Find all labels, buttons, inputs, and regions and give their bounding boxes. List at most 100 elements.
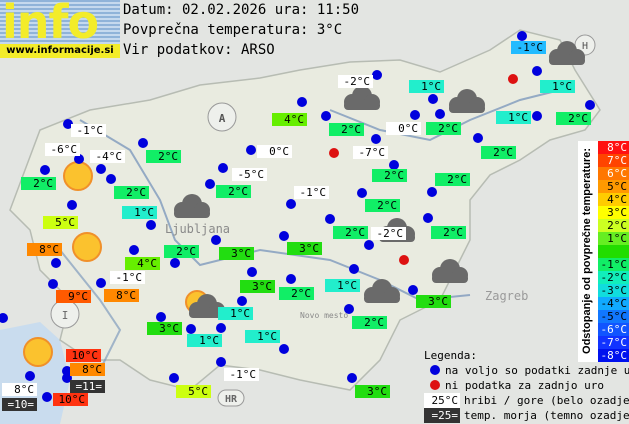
temperature-label[interactable]: 2°C bbox=[21, 177, 56, 190]
station-dot[interactable] bbox=[423, 213, 433, 223]
station-dot[interactable] bbox=[216, 323, 226, 333]
temperature-label[interactable]: -1°C bbox=[71, 124, 106, 137]
station-dot[interactable] bbox=[62, 373, 72, 383]
temperature-label[interactable]: 2°C bbox=[372, 169, 407, 182]
station-dot[interactable] bbox=[106, 174, 116, 184]
temperature-label[interactable]: 2°C bbox=[146, 150, 181, 163]
station-dot[interactable] bbox=[67, 200, 77, 210]
station-dot[interactable] bbox=[138, 138, 148, 148]
station-dot[interactable] bbox=[389, 160, 399, 170]
station-dot[interactable] bbox=[216, 357, 226, 367]
temperature-label[interactable]: 2°C bbox=[431, 226, 466, 239]
station-dot[interactable] bbox=[96, 164, 106, 174]
temperature-label[interactable]: 2°C bbox=[435, 173, 470, 186]
station-dot[interactable] bbox=[349, 264, 359, 274]
station-dot[interactable] bbox=[297, 97, 307, 107]
temperature-label[interactable]: 2°C bbox=[352, 316, 387, 329]
station-dot[interactable] bbox=[325, 214, 335, 224]
temperature-label[interactable]: 8°C bbox=[70, 363, 105, 376]
station-dot[interactable] bbox=[74, 154, 84, 164]
station-dot[interactable] bbox=[364, 240, 374, 250]
temperature-label[interactable]: 2°C bbox=[279, 287, 314, 300]
temperature-label[interactable]: 2°C bbox=[556, 112, 591, 125]
station-dot[interactable] bbox=[40, 165, 50, 175]
station-dot[interactable] bbox=[344, 304, 354, 314]
temperature-label[interactable]: 0°C bbox=[257, 145, 292, 158]
temperature-label[interactable]: -6°C bbox=[45, 143, 80, 156]
temperature-label[interactable]: 2°C bbox=[333, 226, 368, 239]
station-dot-missing[interactable] bbox=[508, 74, 518, 84]
logo[interactable]: info www.informacije.si bbox=[0, 0, 120, 58]
station-dot[interactable] bbox=[211, 235, 221, 245]
station-dot[interactable] bbox=[246, 145, 256, 155]
station-dot[interactable] bbox=[129, 245, 139, 255]
station-dot[interactable] bbox=[357, 188, 367, 198]
temperature-label[interactable]: 5°C bbox=[176, 385, 211, 398]
temperature-label[interactable]: -1°C bbox=[110, 271, 145, 284]
station-dot[interactable] bbox=[42, 392, 52, 402]
temperature-label[interactable]: 2°C bbox=[426, 122, 461, 135]
temperature-label[interactable]: 10°C bbox=[53, 393, 88, 406]
station-dot[interactable] bbox=[169, 373, 179, 383]
station-dot[interactable] bbox=[410, 110, 420, 120]
station-dot[interactable] bbox=[62, 366, 72, 376]
station-dot-missing[interactable] bbox=[399, 255, 409, 265]
station-dot[interactable] bbox=[408, 285, 418, 295]
station-dot[interactable] bbox=[279, 344, 289, 354]
station-dot[interactable] bbox=[186, 324, 196, 334]
temperature-label[interactable]: 1°C bbox=[245, 330, 280, 343]
station-dot[interactable] bbox=[63, 119, 73, 129]
station-dot[interactable] bbox=[218, 163, 228, 173]
temperature-label[interactable]: 10°C bbox=[66, 349, 101, 362]
station-dot[interactable] bbox=[532, 66, 542, 76]
station-dot[interactable] bbox=[372, 70, 382, 80]
station-dot[interactable] bbox=[473, 133, 483, 143]
station-dot[interactable] bbox=[428, 94, 438, 104]
temperature-label[interactable]: 3°C bbox=[355, 385, 390, 398]
temperature-label[interactable]: 2°C bbox=[365, 199, 400, 212]
temperature-label[interactable]: 8°C bbox=[2, 383, 37, 396]
station-dot[interactable] bbox=[371, 134, 381, 144]
station-dot-missing[interactable] bbox=[329, 148, 339, 158]
station-dot[interactable] bbox=[286, 274, 296, 284]
station-dot[interactable] bbox=[146, 220, 156, 230]
temperature-label[interactable]: 2°C bbox=[216, 185, 251, 198]
temperature-label[interactable]: 2°C bbox=[481, 146, 516, 159]
temperature-label[interactable]: -2°C bbox=[371, 227, 406, 240]
temperature-label[interactable]: -1°C bbox=[511, 41, 546, 54]
station-dot[interactable] bbox=[347, 373, 357, 383]
temperature-label[interactable]: 1°C bbox=[187, 334, 222, 347]
temperature-label[interactable]: 3°C bbox=[147, 322, 182, 335]
station-dot[interactable] bbox=[156, 312, 166, 322]
station-dot[interactable] bbox=[205, 179, 215, 189]
temperature-label[interactable]: 2°C bbox=[164, 245, 199, 258]
temperature-label[interactable]: 5°C bbox=[43, 216, 78, 229]
temperature-label[interactable]: 3°C bbox=[219, 247, 254, 260]
temperature-label[interactable]: 0°C bbox=[386, 122, 421, 135]
temperature-label[interactable]: -5°C bbox=[232, 168, 267, 181]
station-dot[interactable] bbox=[96, 278, 106, 288]
station-dot[interactable] bbox=[237, 296, 247, 306]
station-dot[interactable] bbox=[321, 111, 331, 121]
station-dot[interactable] bbox=[48, 279, 58, 289]
temperature-label[interactable]: 1°C bbox=[122, 206, 157, 219]
temperature-label[interactable]: 4°C bbox=[125, 257, 160, 270]
temperature-label[interactable]: 1°C bbox=[325, 279, 360, 292]
station-dot[interactable] bbox=[427, 187, 437, 197]
temperature-label[interactable]: 1°C bbox=[218, 307, 253, 320]
temperature-label[interactable]: -1°C bbox=[294, 186, 329, 199]
station-dot[interactable] bbox=[279, 231, 289, 241]
temperature-label[interactable]: -2°C bbox=[338, 75, 373, 88]
temperature-label[interactable]: 4°C bbox=[272, 113, 307, 126]
temperature-label[interactable]: 9°C bbox=[56, 290, 91, 303]
temperature-label[interactable]: =11= bbox=[70, 380, 105, 393]
temperature-label[interactable]: -1°C bbox=[224, 368, 259, 381]
temperature-label[interactable]: 8°C bbox=[104, 289, 139, 302]
station-dot[interactable] bbox=[532, 111, 542, 121]
station-dot[interactable] bbox=[51, 258, 61, 268]
temperature-label[interactable]: -4°C bbox=[90, 150, 125, 163]
temperature-label[interactable]: 3°C bbox=[416, 295, 451, 308]
temperature-label[interactable]: =10= bbox=[2, 398, 37, 411]
station-dot[interactable] bbox=[517, 31, 527, 41]
temperature-label[interactable]: 3°C bbox=[287, 242, 322, 255]
